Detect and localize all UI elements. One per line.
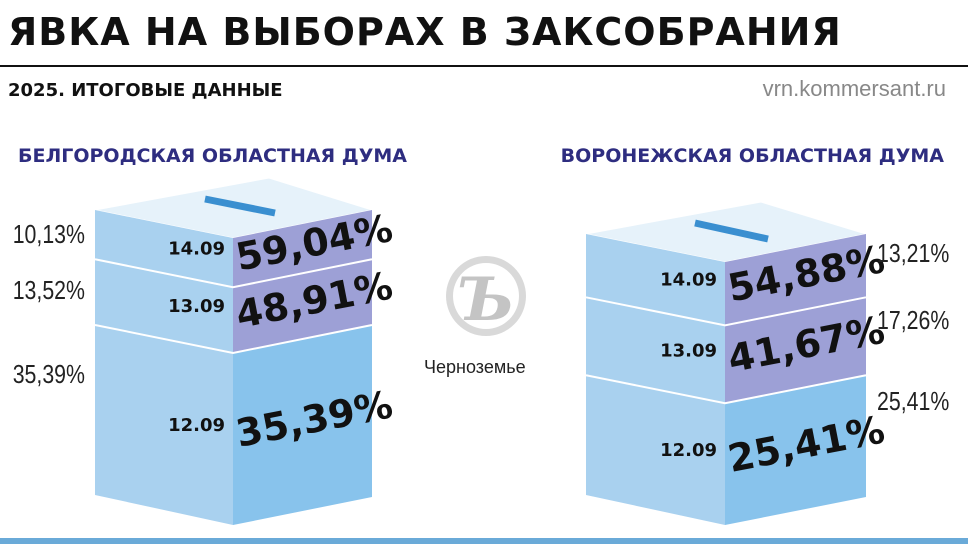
date-label-voronezh-2: 14.09 — [660, 270, 717, 291]
date-label-belgorod-1: 13.09 — [168, 296, 225, 317]
segment-bar-belgorod-1 — [233, 324, 372, 525]
box-left-voronezh — [586, 234, 725, 525]
date-label-voronezh-0: 12.09 — [660, 440, 717, 461]
chart-heading-voronezh: ВОРОНЕЖСКАЯ ОБЛАСТНАЯ ДУМА — [561, 145, 945, 167]
segment-bar-belgorod-2 — [233, 259, 372, 353]
bottom-bar — [0, 538, 968, 544]
slot-icon-voronezh — [694, 219, 769, 243]
source-link[interactable]: vrn.kommersant.ru — [762, 76, 946, 101]
ballot-box-voronezh: 12.09 25,41%13.09 41,67%14.09 54,88%25,41%1… — [561, 145, 949, 525]
date-label-belgorod-0: 12.09 — [168, 415, 225, 436]
chart-heading-belgorod: БЕЛГОРОДСКАЯ ОБЛАСТНАЯ ДУМА — [18, 145, 407, 167]
date-label-belgorod-2: 14.09 — [168, 239, 225, 260]
box-left-belgorod — [95, 210, 233, 525]
separator-voronezh-1 — [585, 296, 867, 327]
page-title: ЯВКА НА ВЫБОРАХ В ЗАКСОБРАНИЯ — [8, 10, 842, 54]
daily-label-belgorod-0: 35,39% — [13, 360, 85, 390]
daily-label-voronezh-0: 25,41% — [877, 387, 949, 417]
logo-glyph-icon: Ъ — [457, 265, 514, 335]
logo-icon: Ъ — [446, 256, 526, 336]
page-subtitle: 2025. ИТОГОВЫЕ ДАННЫЕ — [8, 80, 283, 101]
ballot-box-belgorod: 12.09 35,39%13.09 48,91%14.09 59,04%35,39%1… — [13, 145, 407, 525]
daily-label-belgorod-2: 10,13% — [13, 220, 85, 250]
segment-bar-voronezh-3 — [725, 234, 866, 326]
segment-bar-belgorod-3 — [233, 210, 372, 288]
daily-label-voronezh-1: 17,26% — [877, 306, 949, 336]
slot-icon-belgorod — [204, 195, 276, 217]
separator-belgorod-0 — [94, 323, 373, 354]
daily-label-voronezh-2: 13,21% — [877, 239, 949, 269]
title-rule — [0, 65, 968, 67]
separator-voronezh-0 — [585, 374, 867, 405]
separator-belgorod-1 — [94, 258, 373, 289]
daily-label-belgorod-1: 13,52% — [13, 276, 85, 306]
segment-bar-voronezh-2 — [725, 297, 866, 404]
date-label-voronezh-1: 13.09 — [660, 340, 717, 361]
logo-caption: Черноземье — [424, 357, 526, 377]
logo-inner — [453, 263, 519, 329]
segment-bar-voronezh-1 — [725, 375, 866, 525]
